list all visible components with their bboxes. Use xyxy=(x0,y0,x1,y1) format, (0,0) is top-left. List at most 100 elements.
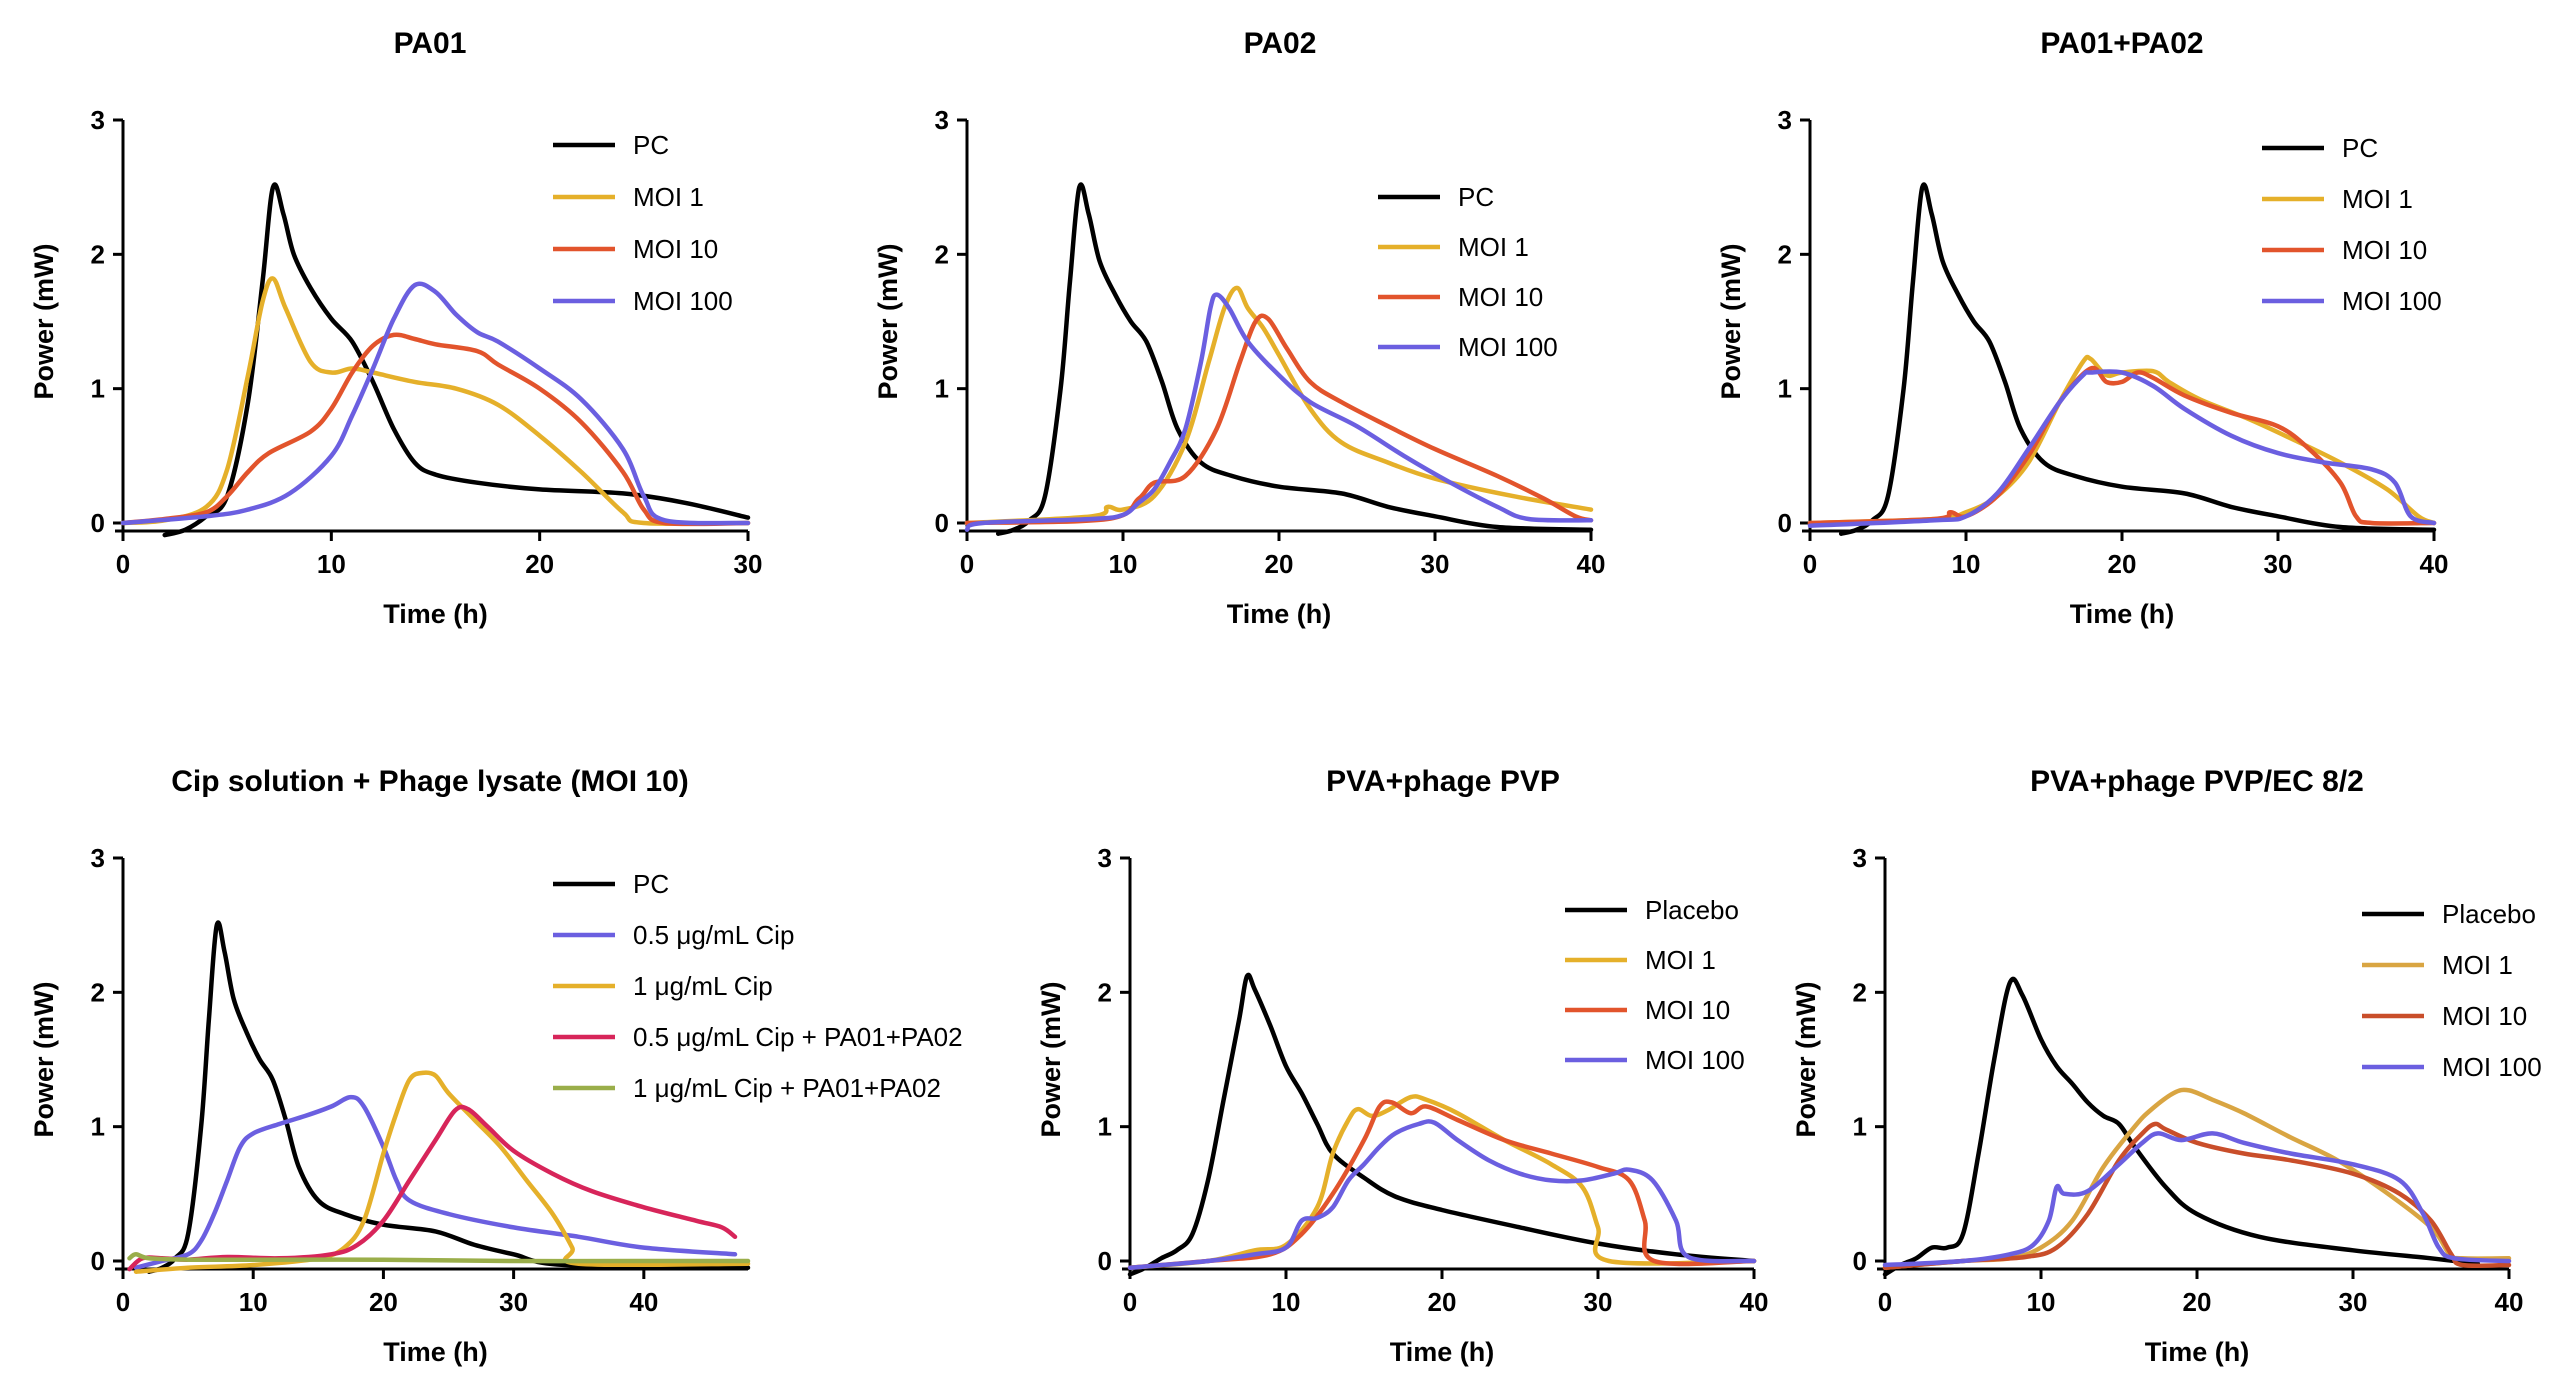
x-tick-label: 10 xyxy=(1272,1287,1301,1317)
x-tick-label: 10 xyxy=(1109,549,1138,579)
x-tick-label: 0 xyxy=(116,1287,130,1317)
series-line-2 xyxy=(964,285,1594,526)
legend: PC MOI 1 MOI 10 MOI 100 xyxy=(2262,133,2442,316)
series-line-3 xyxy=(1127,1099,1757,1270)
y-tick-label: 3 xyxy=(935,105,949,135)
y-axis-label: Power (mW) xyxy=(873,243,903,399)
series-line-3 xyxy=(120,332,751,527)
legend: Placebo MOI 1 MOI 10 MOI 100 xyxy=(2362,899,2542,1082)
x-axis-label: Time (h) xyxy=(2070,599,2175,629)
x-tick-label: 0 xyxy=(1878,1287,1892,1317)
x-tick-label: 20 xyxy=(2183,1287,2212,1317)
y-tick-label: 0 xyxy=(1778,508,1792,538)
x-tick-label: 40 xyxy=(629,1287,658,1317)
chart-title: PA02 xyxy=(1244,27,1317,60)
y-tick-label: 0 xyxy=(935,508,949,538)
y-tick-label: 1 xyxy=(1778,374,1792,404)
legend-label: PC xyxy=(633,869,669,899)
legend-label: MOI 1 xyxy=(633,182,704,212)
x-tick-label: 0 xyxy=(960,549,974,579)
series-line-1 xyxy=(1882,976,2481,1277)
legend-label: MOI 100 xyxy=(2342,286,2442,316)
series-line-4 xyxy=(964,292,1594,532)
y-tick-label: 0 xyxy=(91,1246,105,1276)
legend: PC 0.5 μg/mL Cip 1 μg/mL Cip 0.5 μg/mL Cip … xyxy=(553,869,963,1103)
y-tick-label: 2 xyxy=(1098,977,1112,1007)
chart-title: PA01 xyxy=(394,27,467,60)
legend-label: MOI 100 xyxy=(633,286,733,316)
x-tick-label: 40 xyxy=(1577,549,1606,579)
x-tick-label: 40 xyxy=(1740,1287,1769,1317)
x-tick-label: 10 xyxy=(239,1287,268,1317)
y-tick-label: 2 xyxy=(1778,239,1792,269)
y-tick-label: 3 xyxy=(91,843,105,873)
legend-label: Placebo xyxy=(2442,899,2536,929)
y-tick-label: 2 xyxy=(91,239,105,269)
y-axis-label: Power (mW) xyxy=(29,243,59,399)
x-tick-label: 10 xyxy=(1952,549,1981,579)
y-tick-label: 1 xyxy=(1853,1112,1867,1142)
x-tick-label: 30 xyxy=(734,549,763,579)
x-tick-label: 40 xyxy=(2420,549,2449,579)
y-tick-label: 1 xyxy=(935,374,949,404)
chart-title: PA01+PA02 xyxy=(2040,27,2203,60)
series-line-1 xyxy=(1838,182,2437,536)
y-tick-label: 2 xyxy=(91,977,105,1007)
legend-label: MOI 1 xyxy=(1645,945,1716,975)
series-line-1 xyxy=(146,920,751,1274)
y-tick-label: 0 xyxy=(91,508,105,538)
series-line-3 xyxy=(964,313,1594,526)
legend-label: Placebo xyxy=(1645,895,1739,925)
legend-label: PC xyxy=(633,130,669,160)
series-line-4 xyxy=(1127,1119,1757,1270)
series-line-4 xyxy=(1882,1131,2512,1268)
y-tick-label: 3 xyxy=(91,105,105,135)
x-tick-label: 10 xyxy=(317,549,346,579)
y-axis-label: Power (mW) xyxy=(29,981,59,1137)
legend-label: MOI 1 xyxy=(2342,184,2413,214)
y-tick-label: 2 xyxy=(1853,977,1867,1007)
legend-label: MOI 1 xyxy=(1458,232,1529,262)
x-tick-label: 20 xyxy=(2108,549,2137,579)
x-tick-label: 20 xyxy=(1265,549,1294,579)
legend-label: MOI 10 xyxy=(2342,235,2427,265)
series-line-4 xyxy=(1807,369,2437,528)
x-tick-label: 20 xyxy=(369,1287,398,1317)
y-tick-label: 1 xyxy=(91,374,105,404)
legend-label: MOI 100 xyxy=(1645,1045,1745,1075)
x-tick-label: 0 xyxy=(1123,1287,1137,1317)
legend-label: MOI 100 xyxy=(2442,1052,2542,1082)
series-line-2 xyxy=(133,1094,738,1270)
y-tick-label: 2 xyxy=(935,239,949,269)
y-axis-label: Power (mW) xyxy=(1036,981,1066,1137)
legend-label: MOI 100 xyxy=(1458,332,1558,362)
legend-label: MOI 10 xyxy=(1645,995,1730,1025)
series-line-2 xyxy=(120,276,751,527)
legend-label: MOI 10 xyxy=(2442,1001,2527,1031)
chart-title: PVA+phage PVP xyxy=(1326,765,1560,798)
series-line-2 xyxy=(1127,1094,1757,1270)
chart-title: PVA+phage PVP/EC 8/2 xyxy=(2030,765,2364,798)
legend-label: 0.5 μg/mL Cip + PA01+PA02 xyxy=(633,1022,963,1052)
legend: PC MOI 1 MOI 10 MOI 100 xyxy=(553,130,733,316)
y-tick-label: 0 xyxy=(1098,1246,1112,1276)
x-tick-label: 30 xyxy=(2339,1287,2368,1317)
series-line-4 xyxy=(127,1104,738,1272)
series-line-4 xyxy=(120,281,751,526)
y-axis-label: Power (mW) xyxy=(1716,243,1746,399)
y-tick-label: 3 xyxy=(1778,105,1792,135)
x-tick-label: 20 xyxy=(525,549,554,579)
legend-label: 0.5 μg/mL Cip xyxy=(633,920,794,950)
y-tick-label: 3 xyxy=(1098,843,1112,873)
legend-label: 1 μg/mL Cip + PA01+PA02 xyxy=(633,1073,941,1103)
legend-label: MOI 10 xyxy=(1458,282,1543,312)
legend-label: 1 μg/mL Cip xyxy=(633,971,773,1001)
x-tick-label: 40 xyxy=(2495,1287,2524,1317)
x-axis-label: Time (h) xyxy=(383,1337,488,1367)
chart-title: Cip solution + Phage lysate (MOI 10) xyxy=(171,765,689,798)
series-line-1 xyxy=(995,182,1594,536)
